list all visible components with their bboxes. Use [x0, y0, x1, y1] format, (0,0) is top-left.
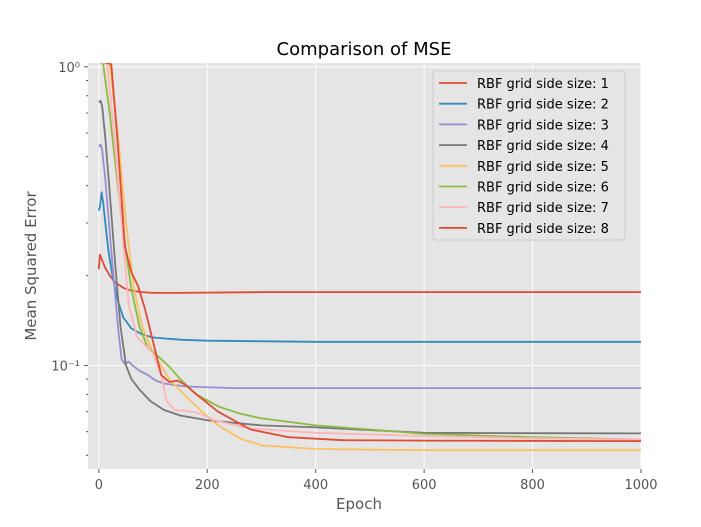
legend-entry-5: RBF grid side size: 5 — [477, 160, 609, 175]
series-line-3 — [98, 143, 641, 389]
legend-entry-3: RBF grid side size: 3 — [477, 118, 609, 133]
chart-title: Comparison of MSE — [277, 39, 452, 60]
legend-entry-1: RBF grid side size: 1 — [477, 77, 609, 92]
legend-box — [432, 70, 626, 241]
y-tick-label: 10⁻¹ — [51, 359, 80, 374]
x-tick-label: 200 — [195, 478, 220, 493]
grid-lines — [88, 63, 642, 469]
x-axis-label: Epoch — [336, 495, 382, 513]
series-lines — [97, 63, 641, 452]
x-tick-label: 1000 — [624, 478, 657, 493]
legend-entry-2: RBF grid side size: 2 — [477, 98, 609, 113]
legend: RBF grid side size: 1 RBF grid side size:… — [432, 70, 626, 241]
legend-entry-8: RBF grid side size: 8 — [477, 222, 609, 237]
axis-ticks: 0 200 400 600 800 1000 10⁻¹ 10⁰ — [51, 61, 657, 493]
y-axis-label: Mean Squared Error — [22, 191, 40, 341]
legend-entry-6: RBF grid side size: 6 — [477, 181, 609, 196]
series-line-2 — [97, 191, 641, 343]
series-line-4 — [98, 99, 641, 435]
series-line-8 — [103, 63, 641, 442]
x-tick-label: 400 — [303, 478, 328, 493]
x-tick-label: 0 — [95, 478, 103, 493]
x-tick-label: 600 — [412, 478, 437, 493]
legend-entry-4: RBF grid side size: 4 — [477, 139, 609, 154]
y-tick-label: 10⁰ — [58, 61, 80, 76]
series-line-7 — [102, 63, 641, 441]
series-line-5 — [103, 63, 641, 452]
legend-entry-7: RBF grid side size: 7 — [477, 201, 609, 216]
x-tick-label: 800 — [520, 478, 545, 493]
